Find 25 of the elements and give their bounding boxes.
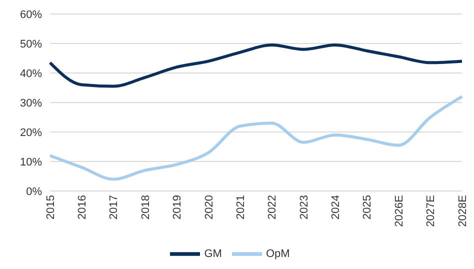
legend-label: GM — [204, 248, 222, 260]
y-tick-label: 50% — [20, 38, 42, 50]
x-tick-label: 2022 — [266, 195, 279, 220]
x-tick-label: 2018 — [140, 195, 152, 220]
x-tick-label: 2026E — [393, 195, 406, 227]
legend-label: OpM — [266, 248, 290, 260]
line-series — [48, 95, 464, 181]
x-tick-label: 2015 — [44, 195, 57, 220]
x-tick-label: 2024 — [330, 195, 342, 220]
x-tick-label: 2028E — [456, 195, 469, 227]
x-tick-label: 2019 — [172, 195, 184, 220]
y-tick-label: 0% — [26, 186, 42, 198]
y-tick-label: 20% — [20, 126, 42, 139]
y-tick-label: 40% — [20, 68, 42, 80]
x-tick-label: 2016 — [76, 195, 88, 220]
line-series — [48, 43, 464, 88]
x-tick-label: 2021 — [234, 195, 247, 220]
y-tick-label: 10% — [20, 156, 42, 168]
x-tick-label: 2025 — [362, 195, 374, 220]
x-tick-label: 2020 — [203, 195, 216, 220]
x-tick-label: 2017 — [108, 195, 120, 220]
x-tick-label: 2023 — [298, 195, 310, 220]
y-tick-label: 30% — [20, 97, 42, 110]
y-tick-label: 60% — [20, 8, 42, 21]
x-tick-label: 2027E — [425, 195, 438, 227]
